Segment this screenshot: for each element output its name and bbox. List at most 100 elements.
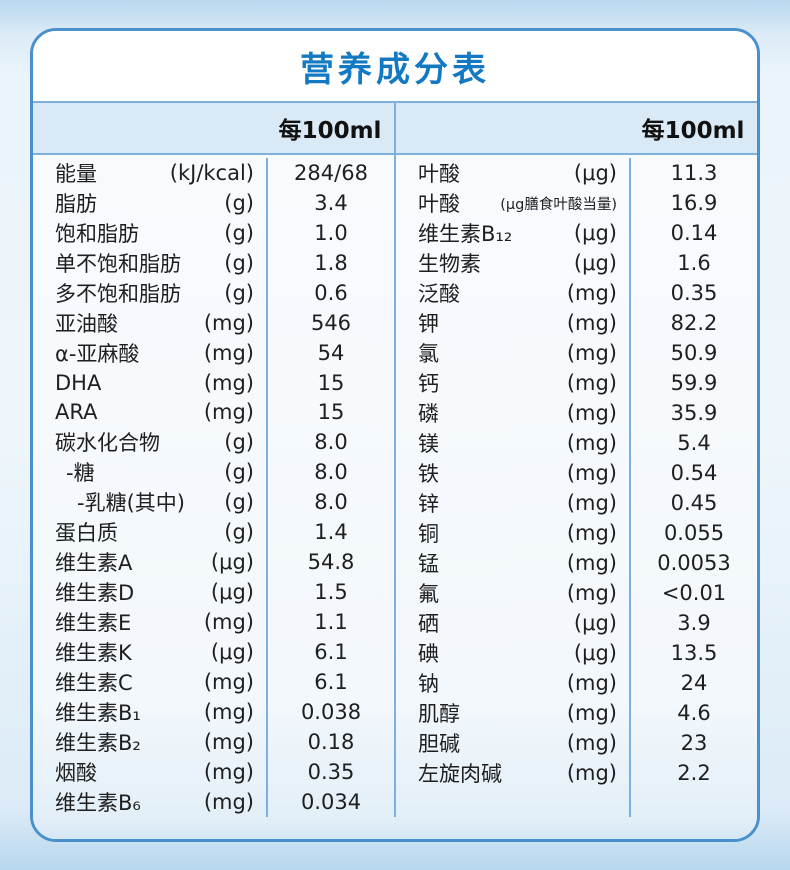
nutrient-name: 叶酸 xyxy=(418,162,460,186)
nutrient-label-cell: 胆碱 (mg) xyxy=(396,728,629,758)
nutrient-value: 0.54 xyxy=(629,458,757,488)
nutrient-unit: (g) xyxy=(224,281,254,305)
nutrient-name: 能量 xyxy=(55,162,97,186)
nutrient-unit: (g) xyxy=(224,460,254,484)
column-filler xyxy=(396,788,757,817)
nutrient-name: DHA xyxy=(55,370,102,395)
nutrient-name: 单不饱和脂肪 xyxy=(55,252,181,276)
filler-value-cell xyxy=(629,788,757,817)
nutrient-value: 11.3 xyxy=(629,158,757,188)
nutrition-row: DHA (mg) 15 xyxy=(33,368,394,398)
nutrient-name: 生物素 xyxy=(418,252,481,276)
header-half-right: 每100ml xyxy=(394,103,757,153)
nutrient-value: 8.0 xyxy=(266,457,394,487)
nutrient-value: 0.6 xyxy=(266,278,394,308)
nutrient-name: 钙 xyxy=(418,372,439,396)
nutrient-label-cell: -乳糖(其中) (g) xyxy=(33,487,266,517)
nutrient-name: -糖 xyxy=(66,461,95,485)
nutrient-name: 维生素D xyxy=(55,581,135,605)
nutrient-value: 6.1 xyxy=(266,667,394,697)
nutrient-label-cell: 单不饱和脂肪 (g) xyxy=(33,248,266,278)
nutrition-row: 锰 (mg) 0.0053 xyxy=(396,548,757,578)
nutrient-unit: (μg) xyxy=(573,641,617,665)
nutrient-label-cell: 维生素D (μg) xyxy=(33,577,266,607)
nutrient-label-cell: 氟 (mg) xyxy=(396,578,629,608)
nutrient-unit: (mg) xyxy=(203,700,254,724)
nutrient-name: 锌 xyxy=(418,492,439,516)
nutrition-column-right: 叶酸 (μg) 11.3 叶酸 (μg膳食叶酸当量) 16.9 维生素B₁₂ (μg) 0.14… xyxy=(394,155,757,817)
nutrient-label-cell: 脂肪 (g) xyxy=(33,188,266,218)
nutrient-name: 肌醇 xyxy=(418,702,460,726)
nutrient-label-cell: 维生素K (μg) xyxy=(33,637,266,667)
nutrient-label-cell: 锰 (mg) xyxy=(396,548,629,578)
nutrition-row: 硒 (μg) 3.9 xyxy=(396,608,757,638)
nutrient-label-cell: 镁 (mg) xyxy=(396,428,629,458)
nutrition-row: 钠 (mg) 24 xyxy=(396,668,757,698)
nutrient-name: 饱和脂肪 xyxy=(55,222,139,246)
bottom-band xyxy=(33,817,757,839)
nutrition-row: 脂肪 (g) 3.4 xyxy=(33,188,394,218)
nutrient-unit: (μg) xyxy=(573,161,617,185)
nutrition-row: 单不饱和脂肪 (g) 1.8 xyxy=(33,248,394,278)
page-title: 营养成分表 xyxy=(300,49,490,90)
nutrition-row: 能量 (kJ/kcal) 284/68 xyxy=(33,158,394,188)
nutrient-name: 维生素C xyxy=(55,671,133,695)
nutrient-label-cell: 叶酸 (μg) xyxy=(396,158,629,188)
nutrition-row: 维生素B₁ (mg) 0.038 xyxy=(33,697,394,727)
header-spacer xyxy=(33,103,266,153)
nutrient-name: 维生素B₆ xyxy=(55,791,141,815)
per-100ml-header-left: 每100ml xyxy=(278,118,382,144)
nutrient-label-cell: 维生素E (mg) xyxy=(33,607,266,637)
nutrient-unit: (mg) xyxy=(203,610,254,634)
nutrient-value: 15 xyxy=(266,368,394,398)
nutrient-name: 维生素B₂ xyxy=(55,731,141,755)
nutrient-label-cell: 能量 (kJ/kcal) xyxy=(33,158,266,188)
nutrient-label-cell: 碘 (μg) xyxy=(396,638,629,668)
nutrient-name: 碘 xyxy=(418,642,439,666)
nutrient-value: 0.14 xyxy=(629,218,757,248)
nutrient-unit: (mg) xyxy=(566,731,617,755)
nutrition-row: 多不饱和脂肪 (g) 0.6 xyxy=(33,278,394,308)
nutrition-row: 铁 (mg) 0.54 xyxy=(396,458,757,488)
nutrient-label-cell: 亚油酸 (mg) xyxy=(33,308,266,338)
nutrition-table-body: 能量 (kJ/kcal) 284/68 脂肪 (g) 3.4 饱和脂肪 (g) 1.0 单不饱和脂… xyxy=(33,155,757,817)
nutrient-value: 1.4 xyxy=(266,517,394,547)
nutrient-value: 16.9 xyxy=(629,188,757,218)
nutrient-unit: (mg) xyxy=(566,551,617,575)
nutrition-row: 锌 (mg) 0.45 xyxy=(396,488,757,518)
nutrient-label-cell: 碳水化合物 (g) xyxy=(33,427,266,457)
nutrient-unit: (mg) xyxy=(566,491,617,515)
nutrient-name: 亚油酸 xyxy=(55,312,118,336)
nutrient-name: 镁 xyxy=(418,432,439,456)
nutrition-row: 蛋白质 (g) 1.4 xyxy=(33,517,394,547)
nutrient-name: 维生素K xyxy=(55,641,132,665)
nutrient-value: 54.8 xyxy=(266,547,394,577)
nutrient-label-cell: 左旋肉碱 (mg) xyxy=(396,758,629,788)
nutrition-row: 钙 (mg) 59.9 xyxy=(396,368,757,398)
nutrient-name: 碳水化合物 xyxy=(55,431,160,455)
nutrient-unit: (g) xyxy=(224,520,254,544)
nutrient-name: 左旋肉碱 xyxy=(418,762,502,786)
nutrient-unit: (g) xyxy=(224,191,254,215)
nutrient-unit: (mg) xyxy=(203,790,254,814)
nutrient-value: 24 xyxy=(629,668,757,698)
nutrient-label-cell: 维生素C (mg) xyxy=(33,667,266,697)
nutrient-value: 23 xyxy=(629,728,757,758)
nutrient-value: 0.034 xyxy=(266,787,394,817)
nutrient-value: 0.18 xyxy=(266,727,394,757)
nutrient-label-cell: 氯 (mg) xyxy=(396,338,629,368)
nutrient-label-cell: 维生素B₁₂ (μg) xyxy=(396,218,629,248)
nutrient-value: 13.5 xyxy=(629,638,757,668)
nutrient-value: 0.35 xyxy=(629,278,757,308)
nutrient-unit: (mg) xyxy=(566,581,617,605)
nutrient-value: 0.0053 xyxy=(629,548,757,578)
nutrient-unit: (mg) xyxy=(566,371,617,395)
column-headers: 每100ml 每100ml xyxy=(33,101,757,155)
nutrition-row: 碘 (μg) 13.5 xyxy=(396,638,757,668)
nutrition-row: 维生素A (μg) 54.8 xyxy=(33,547,394,577)
nutrition-row: 叶酸 (μg) 11.3 xyxy=(396,158,757,188)
nutrition-row: 叶酸 (μg膳食叶酸当量) 16.9 xyxy=(396,188,757,218)
nutrient-label-cell: 钙 (mg) xyxy=(396,368,629,398)
nutrition-row: α-亚麻酸 (mg) 54 xyxy=(33,338,394,368)
nutrition-row: 泛酸 (mg) 0.35 xyxy=(396,278,757,308)
